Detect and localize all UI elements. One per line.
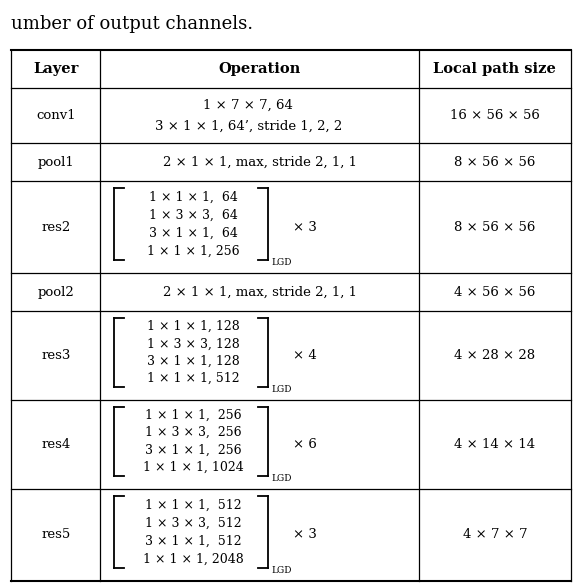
Text: LGD: LGD [272, 474, 292, 483]
Text: res3: res3 [41, 349, 71, 362]
Text: 1 × 1 × 1, 1024: 1 × 1 × 1, 1024 [144, 461, 244, 474]
Text: 1 × 3 × 3,  512: 1 × 3 × 3, 512 [145, 516, 242, 530]
Text: × 3: × 3 [293, 529, 317, 541]
Text: res5: res5 [41, 529, 71, 541]
Text: 4 × 56 × 56: 4 × 56 × 56 [454, 286, 536, 299]
Text: × 4: × 4 [293, 349, 317, 362]
Text: 1 × 1 × 1,  512: 1 × 1 × 1, 512 [145, 498, 242, 512]
Text: pool2: pool2 [37, 286, 74, 299]
Text: 1 × 1 × 1, 128: 1 × 1 × 1, 128 [148, 320, 240, 333]
Text: 8 × 56 × 56: 8 × 56 × 56 [454, 156, 536, 169]
Text: 1 × 7 × 7, 64: 1 × 7 × 7, 64 [203, 99, 293, 112]
Text: 8 × 56 × 56: 8 × 56 × 56 [454, 221, 536, 234]
Text: 1 × 3 × 3, 128: 1 × 3 × 3, 128 [148, 338, 240, 350]
Text: 16 × 56 × 56: 16 × 56 × 56 [450, 109, 540, 123]
Text: 3 × 1 × 1,  256: 3 × 1 × 1, 256 [145, 443, 242, 456]
Text: 4 × 7 × 7: 4 × 7 × 7 [463, 529, 527, 541]
Text: 1 × 1 × 1, 512: 1 × 1 × 1, 512 [148, 372, 240, 385]
Text: 1 × 1 × 1,  64: 1 × 1 × 1, 64 [149, 191, 238, 204]
Text: × 3: × 3 [293, 221, 317, 234]
Text: res2: res2 [41, 221, 71, 234]
Text: 1 × 1 × 1, 256: 1 × 1 × 1, 256 [148, 245, 240, 258]
Text: Layer: Layer [33, 62, 79, 76]
Text: LGD: LGD [272, 385, 292, 394]
Text: 4 × 14 × 14: 4 × 14 × 14 [454, 437, 536, 451]
Text: res4: res4 [41, 437, 71, 451]
Text: conv1: conv1 [36, 109, 76, 123]
Text: umber of output channels.: umber of output channels. [11, 15, 254, 33]
Text: 2 × 1 × 1, max, stride 2, 1, 1: 2 × 1 × 1, max, stride 2, 1, 1 [162, 156, 356, 169]
Text: 4 × 28 × 28: 4 × 28 × 28 [454, 349, 536, 362]
Text: LGD: LGD [272, 259, 292, 267]
Text: 1 × 1 × 1,  256: 1 × 1 × 1, 256 [145, 409, 242, 422]
Text: Local path size: Local path size [433, 62, 556, 76]
Text: × 6: × 6 [293, 437, 317, 451]
Text: 1 × 3 × 3,  64: 1 × 3 × 3, 64 [149, 209, 238, 222]
Text: LGD: LGD [272, 566, 292, 575]
Text: Operation: Operation [219, 62, 301, 76]
Text: 2 × 1 × 1, max, stride 2, 1, 1: 2 × 1 × 1, max, stride 2, 1, 1 [162, 286, 356, 299]
Text: 3 × 1 × 1,  512: 3 × 1 × 1, 512 [145, 534, 242, 547]
Text: 1 × 3 × 3,  256: 1 × 3 × 3, 256 [145, 426, 242, 439]
Text: 3 × 1 × 1, 64’, stride 1, 2, 2: 3 × 1 × 1, 64’, stride 1, 2, 2 [154, 120, 342, 133]
Text: 3 × 1 × 1, 128: 3 × 1 × 1, 128 [148, 354, 240, 367]
Text: 1 × 1 × 1, 2048: 1 × 1 × 1, 2048 [144, 552, 244, 565]
Text: 3 × 1 × 1,  64: 3 × 1 × 1, 64 [149, 227, 238, 240]
Text: pool1: pool1 [37, 156, 74, 169]
